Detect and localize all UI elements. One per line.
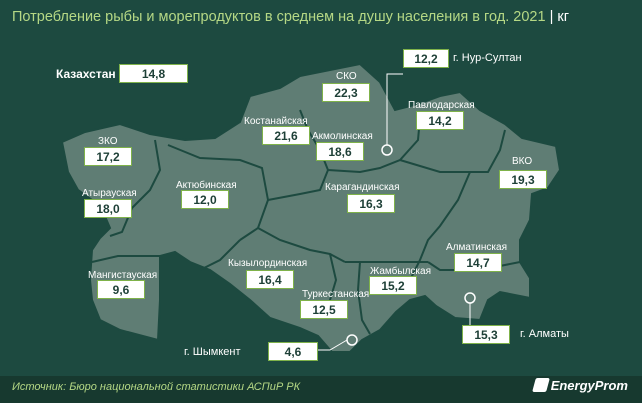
region-label-zhambyl: Жамбылская: [370, 266, 431, 277]
title-text: Потребление рыбы и морепродуктов в средн…: [12, 9, 546, 25]
region-label-vko: ВКО: [512, 156, 533, 167]
region-label-turkestan: Туркестанская: [302, 289, 370, 300]
brand-logo: EnergyProm: [531, 378, 628, 393]
region-value-vko: 19,3: [499, 170, 547, 189]
city-value-shymkent: 4,6: [268, 342, 318, 361]
city-value-nur-sultan: 12,2: [403, 49, 449, 68]
region-value-turkestan: 12,5: [300, 300, 348, 319]
region-value-zhambyl: 15,2: [369, 276, 417, 295]
country-label: Казахстан: [56, 67, 116, 81]
page-title: Потребление рыбы и морепродуктов в средн…: [12, 9, 569, 25]
region-value-kostanay: 21,6: [262, 126, 310, 145]
region-value-atyrau: 18,0: [84, 199, 132, 218]
region-label-zko: ЗКО: [98, 136, 118, 147]
region-label-atyrau: Атырауская: [82, 188, 137, 199]
unit-text: кг: [557, 9, 569, 25]
region-value-kyzylorda: 16,4: [246, 270, 294, 289]
source-note: Источник: Бюро национальной статистики А…: [12, 381, 301, 393]
city-value-almaty: 15,3: [462, 325, 510, 344]
city-label-shymkent: г. Шымкент: [184, 346, 241, 358]
region-value-zko: 17,2: [84, 147, 132, 166]
region-label-akmola: Акмолинская: [312, 131, 373, 142]
region-value-almaty-region: 14,7: [454, 253, 502, 272]
region-value-karaganda: 16,3: [347, 194, 395, 213]
brand-icon: [531, 378, 550, 392]
unit-label: | кг: [549, 9, 569, 25]
region-label-sko: СКО: [336, 71, 357, 82]
region-label-mangistau: Мангистауская: [88, 270, 158, 281]
region-value-aktobe: 12,0: [181, 190, 229, 209]
map-outline: [60, 62, 562, 353]
region-value-mangistau: 9,6: [97, 280, 145, 299]
region-label-kyzylorda: Кызылординская: [228, 258, 308, 269]
region-label-aktobe: Актюбинская: [176, 180, 237, 191]
region-label-almaty-region: Алматинская: [446, 242, 507, 253]
region-label-kostanay: Костанайская: [244, 116, 308, 127]
region-label-karaganda: Карагандинская: [325, 182, 400, 193]
region-value-akmola: 18,6: [316, 142, 364, 161]
brand-name: EnergyProm: [550, 378, 628, 393]
region-label-pavlodar: Павлодарская: [408, 100, 475, 111]
city-label-nur-sultan: г. Нур-Султан: [453, 52, 522, 64]
country-value: 14,8: [119, 64, 188, 83]
region-value-pavlodar: 14,2: [416, 111, 464, 130]
city-label-almaty: г. Алматы: [520, 328, 569, 340]
region-value-sko: 22,3: [322, 83, 370, 102]
